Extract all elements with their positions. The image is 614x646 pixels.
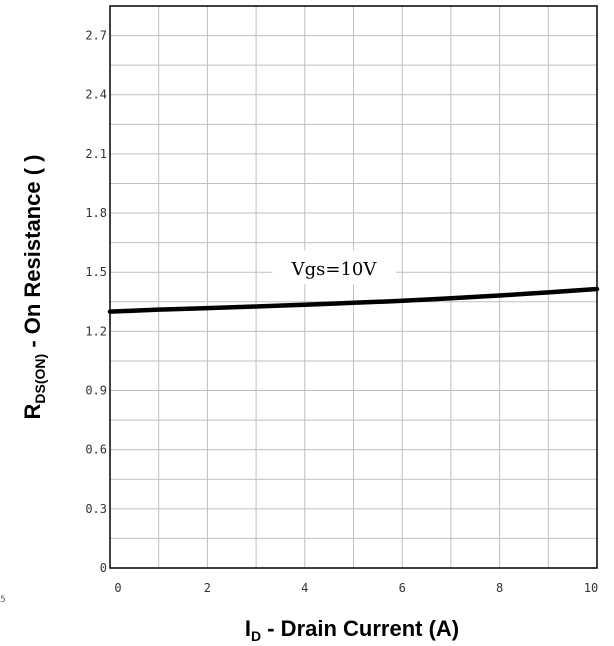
annotation-layer: Vgs=10V	[272, 250, 397, 285]
y-tick-label: 1.2	[85, 324, 107, 338]
grid-lines	[110, 6, 597, 568]
y-axis-title: RDS(ON) - On Resistance ( )	[20, 155, 48, 420]
y-axis-title-sub: DS(ON)	[32, 354, 48, 404]
x-axis-title-sub: D	[251, 628, 261, 644]
x-tick-label: 6	[399, 581, 406, 595]
y-tick-label: 1.5	[85, 265, 107, 279]
y-tick-labels: 0 0.3 0.6 0.9 1.2 1.5 1.8 2.1 2.4 2.7	[85, 29, 107, 575]
y-tick-label: 2.4	[85, 88, 107, 102]
x-axis-title-main: I	[245, 616, 251, 641]
y-axis-title-main: R	[20, 403, 45, 419]
y-tick-label: 0.6	[85, 443, 107, 457]
x-tick-label: 4	[301, 581, 308, 595]
stray-edge-text: 5	[0, 595, 6, 605]
x-tick-label: 10	[584, 581, 598, 595]
y-tick-label: 0	[100, 561, 107, 575]
series-annotation-label: Vgs=10V	[291, 259, 378, 280]
x-tick-label: 2	[204, 581, 211, 595]
annotation-backdrop	[272, 250, 397, 285]
y-tick-label: 0.3	[85, 502, 107, 516]
series-layer	[107, 286, 600, 314]
x-axis-title: ID - Drain Current (A)	[245, 616, 459, 644]
y-tick-label: 2.7	[85, 29, 107, 43]
y-tick-label: 0.9	[85, 384, 107, 398]
x-tick-label: 8	[496, 581, 503, 595]
x-axis-title-rest: - Drain Current (A)	[261, 616, 459, 641]
x-tick-labels: 0 2 4 6 8 10	[114, 581, 598, 595]
x-tick-label: 0	[114, 581, 121, 595]
y-tick-label: 2.1	[85, 147, 107, 161]
y-tick-label: 1.8	[85, 206, 107, 220]
y-axis-title-rest: - On Resistance ( )	[20, 155, 45, 354]
series-line	[107, 286, 600, 314]
